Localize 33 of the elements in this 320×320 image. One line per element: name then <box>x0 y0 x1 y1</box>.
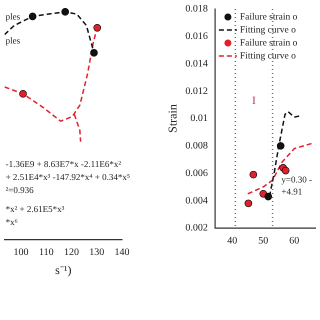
y-tick-label: 0.016 <box>185 31 208 42</box>
x-axis-title: s⁻¹) <box>55 262 72 277</box>
annotation: *x² + 2.61E5*x³ <box>6 204 65 214</box>
annotation: +4.91 <box>281 186 302 196</box>
annotation: *x⁶ <box>6 216 18 227</box>
legend-label: Failure strain o <box>240 38 298 48</box>
annotation: y=0.30 - <box>281 174 312 184</box>
annotation: -1.36E9 + 8.63E7*x -2.11E6*x² <box>6 158 122 169</box>
x-tick-label: 140 <box>114 247 130 258</box>
annotation: ples <box>6 35 21 46</box>
annotation: + 2.51E4*x³ -147.92*x⁴ + 0.34*x⁵ <box>6 172 130 182</box>
y-tick-label: 0.002 <box>185 222 208 234</box>
x-tick-label: 50 <box>258 236 268 247</box>
x-tick-label: 110 <box>38 247 54 258</box>
y-tick-label: 0.006 <box>185 168 208 179</box>
annotation: I <box>252 94 256 107</box>
y-tick-label: 0.004 <box>185 195 208 206</box>
annotation: ²=0.936 <box>6 184 34 195</box>
x-tick-label: 130 <box>89 247 104 258</box>
x-tick-label: 60 <box>289 236 300 247</box>
x-tick-label: 100 <box>14 247 29 258</box>
annotation: ples <box>6 11 21 22</box>
y-tick-label: 0.014 <box>185 58 208 70</box>
y-tick-label: 0.01 <box>190 113 208 124</box>
x-tick-label: 120 <box>64 247 80 258</box>
y-tick-label: 0.008 <box>185 140 208 152</box>
y-axis-title: Strain <box>165 104 180 133</box>
legend-label: Failure strain o <box>240 12 298 22</box>
legend-label: Fitting curve o <box>240 26 296 36</box>
y-tick-label: 0.012 <box>185 86 208 97</box>
y-tick-label: 0.018 <box>185 4 208 15</box>
x-tick-label: 40 <box>227 236 238 247</box>
legend-label: Fitting curve o <box>240 52 296 62</box>
